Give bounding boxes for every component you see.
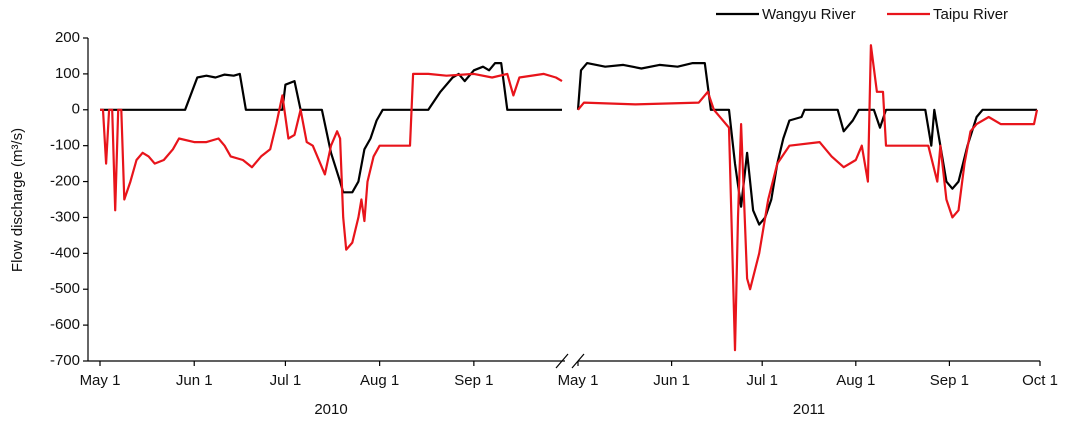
axis-break [555,353,569,369]
x-tick-label: Aug 1 [360,372,399,389]
series-line [576,62,1037,226]
legend-label: Wangyu River [762,6,856,23]
x-tick-label: Jul 1 [746,372,778,389]
x-tick-label: Sep 1 [930,372,969,389]
x-axis-label: 2010 [314,401,347,418]
x-tick-label: Jun 1 [653,372,690,389]
y-tick-label: 200 [55,29,80,46]
y-axis-label: Flow discharge (m³/s) [9,128,26,272]
legend-label: Taipu River [933,6,1008,23]
y-tick-label: -200 [50,173,80,190]
series-line [100,72,563,251]
y-tick-label: -600 [50,316,80,333]
x-tick-label: May 1 [80,372,121,389]
series-line [577,44,1039,352]
x-tick-label: Aug 1 [836,372,875,389]
y-tick-label: 100 [55,65,80,82]
x-axis-label: 2011 [793,401,825,418]
x-tick-label: Sep 1 [454,372,493,389]
series-line [100,62,562,194]
y-tick-label: -700 [50,352,80,369]
y-tick-label: -100 [50,137,80,154]
x-tick-label: Oct 1 [1022,372,1058,389]
x-tick-label: Jun 1 [176,372,213,389]
x-tick-label: May 1 [558,372,599,389]
y-tick-label: -300 [50,208,80,225]
y-tick-label: 0 [72,101,80,118]
x-tick-label: Jul 1 [270,372,302,389]
y-tick-label: -500 [50,280,80,297]
y-tick-label: -400 [50,244,80,261]
